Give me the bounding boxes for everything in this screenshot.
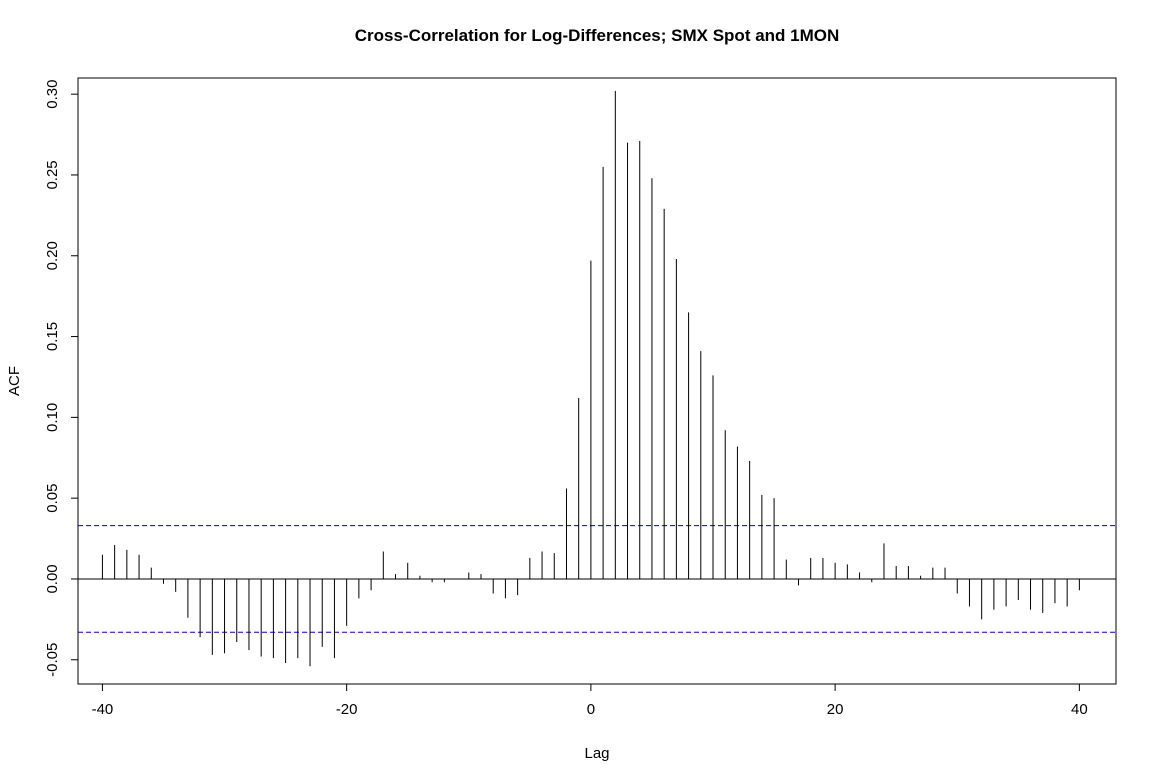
plot-frame	[77, 77, 1117, 685]
x-axis-label: Lag	[584, 745, 609, 762]
y-tick-label: 0.20	[44, 241, 61, 270]
y-tick-label: 0.15	[44, 322, 61, 351]
chart-title: Cross-Correlation for Log-Differences; S…	[355, 26, 840, 45]
x-tick-label: -40	[92, 701, 114, 718]
y-tick-label: -0.05	[44, 643, 61, 677]
y-tick-label: 0.30	[44, 80, 61, 109]
acf-bars	[101, 90, 1080, 667]
x-tick-label: -20	[336, 701, 358, 718]
y-axis: -0.05 0.00 0.05 0.10 0.15 0.20 0.25 0.30	[44, 80, 78, 677]
y-tick-label: 0.25	[44, 160, 61, 189]
x-tick-label: 40	[1071, 701, 1088, 718]
y-axis-label: ACF	[6, 366, 23, 396]
x-tick-label: 0	[587, 701, 595, 718]
y-tick-label: 0.05	[44, 484, 61, 513]
y-tick-label: 0.10	[44, 403, 61, 432]
y-tick-label: 0.00	[44, 564, 61, 593]
x-tick-label: 20	[827, 701, 844, 718]
x-axis: -40 -20 0 20 40	[92, 684, 1088, 718]
